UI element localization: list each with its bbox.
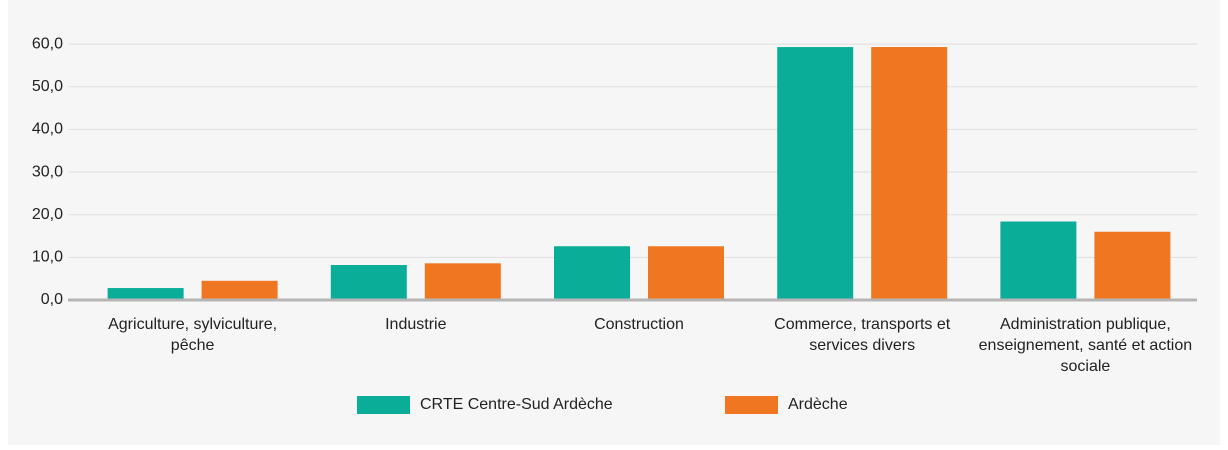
x-tick-label: Administration publique, enseignement, s… — [978, 316, 1193, 375]
y-tick-label: 20,0 — [32, 206, 63, 223]
legend-swatch — [357, 396, 410, 414]
x-tick-label: Commerce, transports et services divers — [774, 316, 951, 354]
bar — [777, 47, 854, 301]
bar — [107, 288, 184, 300]
y-tick-label: 30,0 — [32, 163, 63, 180]
y-tick-label: 50,0 — [32, 78, 63, 95]
legend-label: CRTE Centre-Sud Ardèche — [420, 396, 613, 413]
legend-swatch — [725, 396, 778, 414]
x-tick-label: Industrie — [385, 316, 447, 333]
y-tick-label: 60,0 — [32, 35, 63, 52]
y-tick-label: 40,0 — [32, 121, 63, 138]
bar — [871, 47, 948, 301]
x-tick-label: Construction — [594, 316, 684, 333]
bar — [424, 263, 501, 300]
legend-label: Ardèche — [788, 396, 848, 413]
bar — [1094, 231, 1171, 300]
y-tick-label: 10,0 — [32, 249, 63, 266]
bar — [1000, 221, 1077, 300]
bar — [330, 265, 407, 300]
bar — [201, 280, 278, 300]
bar — [554, 246, 630, 300]
x-tick-label: Agriculture, sylviculture, pêche — [108, 316, 278, 354]
bar — [648, 246, 724, 300]
y-tick-label: 0,0 — [41, 291, 63, 308]
